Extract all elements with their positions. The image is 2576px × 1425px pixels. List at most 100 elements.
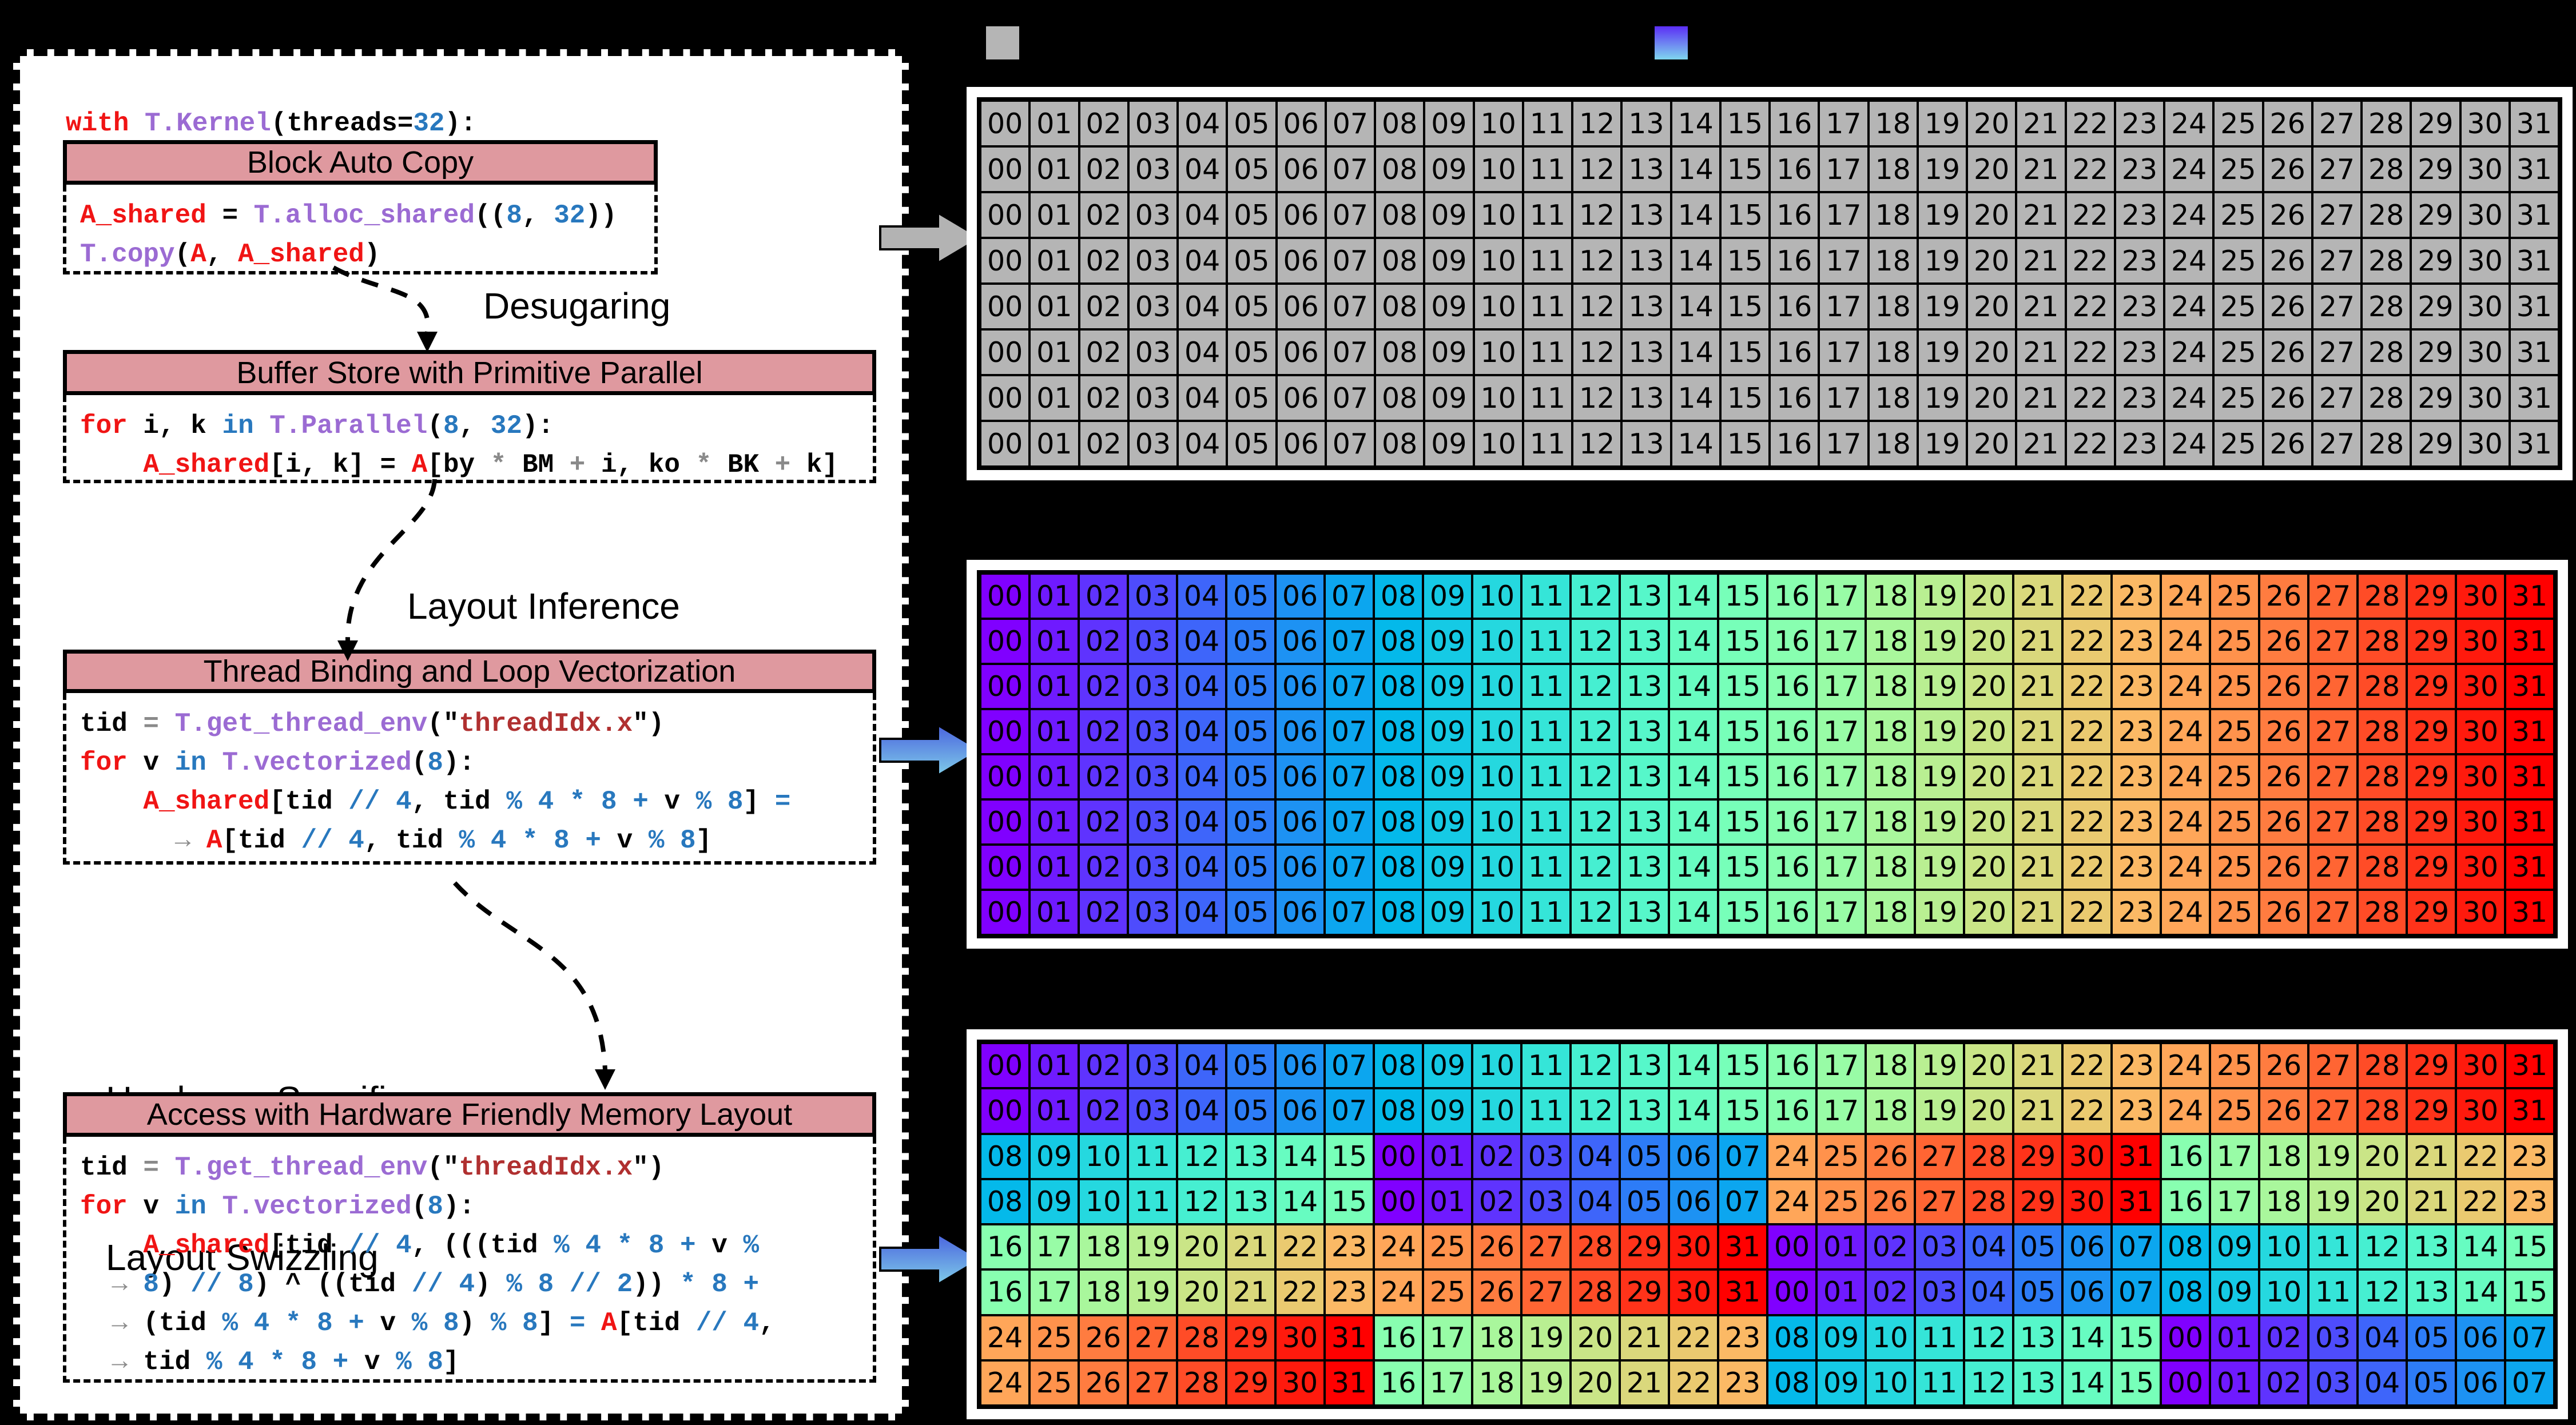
grid-cell: 29: [1620, 1224, 1669, 1270]
grid-cell: 28: [2362, 101, 2411, 146]
grid-cell: 24: [2161, 574, 2210, 619]
grid-cell: 07: [1325, 329, 1375, 375]
code-line: → (tid % 4 * 8 + v % 8) % 8] = A[tid // …: [80, 1304, 873, 1343]
code-token: 8: [506, 201, 522, 230]
code-token: in: [174, 748, 206, 778]
code-token: A: [601, 1308, 617, 1338]
grid-cell: 30: [2456, 845, 2505, 890]
code-token: ):: [522, 411, 554, 441]
code-token: =: [569, 1308, 586, 1338]
global-memory-grid: 00 01 02 03 04 05 06 07 08 09 10 11 12 13 14 15 16 17 18 19…: [977, 97, 2562, 470]
grid-cell: 12: [1572, 146, 1622, 192]
grid-cell: 19: [2308, 1179, 2358, 1224]
grid-cell: 22: [2062, 709, 2112, 754]
grid-cell: 15: [1720, 329, 1770, 375]
grid-cell: 04: [1177, 619, 1226, 664]
grid-cell: 19: [1917, 375, 1967, 421]
grid-cell: 03: [1128, 799, 1177, 845]
grid-cell: 01: [2210, 1360, 2259, 1406]
grid-cell: 19: [1915, 1088, 1964, 1134]
grid-cell: 22: [2065, 375, 2115, 421]
code-line: → A[tid // 4, tid % 4 * 8 + v % 8]: [80, 821, 873, 860]
grid-cell: 24: [2161, 845, 2210, 890]
grid-cell: 15: [1718, 799, 1767, 845]
grid-cell: 17: [1423, 1315, 1472, 1360]
grid-cell: 02: [1079, 709, 1128, 754]
grid-cell: 00: [980, 799, 1029, 845]
grid-cell: 11: [1521, 799, 1571, 845]
grid-cell: 13: [1621, 421, 1671, 467]
grid-cell: 29: [2407, 709, 2456, 754]
grid-cell: 24: [2161, 754, 2210, 799]
code-token: ):: [443, 1192, 475, 1221]
grid-cell: 16: [1767, 890, 1816, 935]
grid-cell: 23: [1718, 1360, 1767, 1406]
grid-cell: 01: [1816, 1269, 1866, 1315]
code-token: [80, 787, 143, 817]
grid-cell: 27: [1521, 1269, 1571, 1315]
grid-cell: 27: [1128, 1360, 1177, 1406]
hardware-layout-title: Access with Hardware Friendly Memory Lay…: [63, 1092, 876, 1137]
grid-cell: 23: [2112, 754, 2161, 799]
code-token: % 8 // 2: [506, 1269, 633, 1299]
code-token: 8: [143, 1269, 160, 1299]
grid-cell: 22: [1669, 1315, 1718, 1360]
grid-cell: 11: [1521, 845, 1571, 890]
code-line: for v in T.vectorized(8):: [80, 1187, 873, 1226]
grid-cell: 07: [1325, 192, 1375, 238]
grid-cell: 06: [1276, 238, 1326, 284]
code-token: [tid: [617, 1308, 696, 1338]
block-auto-copy-code: A_shared = T.alloc_shared((8, 32)) T.copy…: [63, 185, 658, 274]
grid-cell: 01: [1029, 890, 1079, 935]
grid-cell: 14: [1671, 238, 1720, 284]
grid-cell: 09: [1423, 1088, 1472, 1134]
grid-cell: 18: [1866, 574, 1915, 619]
code-line: T.copy(A, A_shared): [80, 235, 654, 274]
grid-cell: 26: [1866, 1179, 1915, 1224]
grid-cell: 17: [1816, 574, 1866, 619]
grid-cell: 01: [1029, 664, 1079, 709]
grid-cell: 23: [2114, 375, 2164, 421]
grid-cell: 21: [2013, 574, 2062, 619]
grid-cell: 10: [1472, 574, 1521, 619]
grid-cell: 05: [1226, 1088, 1275, 1134]
grid-cell: 04: [1178, 238, 1227, 284]
grid-cell: 13: [1226, 1179, 1275, 1224]
grid-cell: 02: [1079, 754, 1128, 799]
grid-cell: 12: [1571, 799, 1620, 845]
code-token: +: [774, 450, 791, 480]
grid-cell: 28: [2358, 1043, 2407, 1089]
grid-cell: 21: [2016, 238, 2066, 284]
grid-cell: 31: [2509, 284, 2559, 329]
code-token: [254, 411, 270, 441]
block-auto-copy: Block Auto Copy A_shared = T.alloc_share…: [63, 140, 658, 274]
code-token: [206, 748, 222, 778]
grid-cell: 26: [1866, 1133, 1915, 1179]
grid-cell: 18: [1868, 284, 1918, 329]
thread-binding-code: tid = T.get_thread_env("threadIdx.x") for…: [63, 693, 876, 865]
grid-cell: 00: [980, 375, 1030, 421]
legend-thread-gradient-swatch: [1655, 26, 1688, 59]
grid-cell: 15: [1718, 890, 1767, 935]
grid-cell: 09: [1423, 799, 1472, 845]
grid-cell: 26: [2259, 709, 2308, 754]
grid-cell: 06: [1275, 1088, 1325, 1134]
grid-cell: 30: [2456, 754, 2505, 799]
grid-cell: 24: [1767, 1179, 1816, 1224]
grid-cell: 17: [1819, 238, 1869, 284]
grid-cell: 14: [1669, 799, 1718, 845]
code-token: )): [585, 201, 617, 230]
grid-cell: 04: [1177, 799, 1226, 845]
grid-cell: 14: [1669, 1043, 1718, 1089]
grid-cell: 31: [2509, 192, 2559, 238]
code-token: % 4 * 8 +: [506, 787, 649, 817]
grid-cell: 12: [1572, 284, 1622, 329]
grid-cell: 15: [1720, 146, 1770, 192]
grid-cell: 07: [1325, 845, 1374, 890]
grid-cell: 12: [1571, 709, 1620, 754]
grid-cell: 24: [1767, 1133, 1816, 1179]
swizzled-thread-grid-card: 00 01 02 03 04 05 06 07 08 09 10 11 12 13 14 15 16 17 18 19…: [967, 1029, 2568, 1419]
grid-cell: 14: [1669, 754, 1718, 799]
code-token: A_shared: [143, 1231, 270, 1260]
code-token: v: [695, 1231, 744, 1260]
